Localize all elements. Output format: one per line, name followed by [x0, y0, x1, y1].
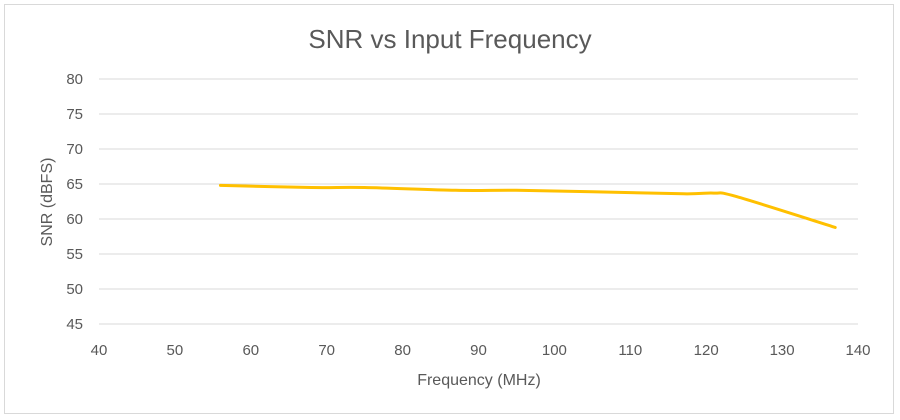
- x-tick-label-120: 120: [694, 342, 719, 359]
- x-tick-label-80: 80: [394, 342, 411, 359]
- y-axis-ticks: 45 50 55 60 65 70 75 80: [66, 71, 83, 333]
- y-tick-label-45: 45: [66, 316, 83, 333]
- y-tick-label-70: 70: [66, 141, 83, 158]
- grid-lines: [99, 78, 858, 325]
- x-tick-label-50: 50: [167, 342, 184, 359]
- chart-frame: [4, 4, 894, 414]
- x-tick-label-40: 40: [91, 342, 108, 359]
- series-line-0: [218, 183, 837, 229]
- x-tick-label-100: 100: [542, 342, 567, 359]
- chart-title: SNR vs Input Frequency: [308, 24, 591, 54]
- y-tick-label-55: 55: [66, 246, 83, 263]
- x-axis-label: Frequency (MHz): [417, 372, 541, 389]
- x-axis-ticks: 40 50 60 70 80 90 100 110 120 130 140: [91, 342, 871, 359]
- y-tick-label-65: 65: [66, 176, 83, 193]
- x-tick-label-60: 60: [242, 342, 259, 359]
- x-tick-label-70: 70: [318, 342, 335, 359]
- x-tick-label-90: 90: [470, 342, 487, 359]
- x-tick-label-130: 130: [770, 342, 795, 359]
- x-tick-label-140: 140: [845, 342, 870, 359]
- y-tick-label-80: 80: [66, 71, 83, 88]
- y-tick-label-75: 75: [66, 106, 83, 123]
- y-axis-label: SNR (dBFS): [39, 158, 56, 247]
- series-layer: [218, 183, 837, 229]
- x-tick-label-110: 110: [618, 342, 642, 359]
- y-tick-label-60: 60: [66, 211, 83, 228]
- y-tick-label-50: 50: [66, 281, 83, 298]
